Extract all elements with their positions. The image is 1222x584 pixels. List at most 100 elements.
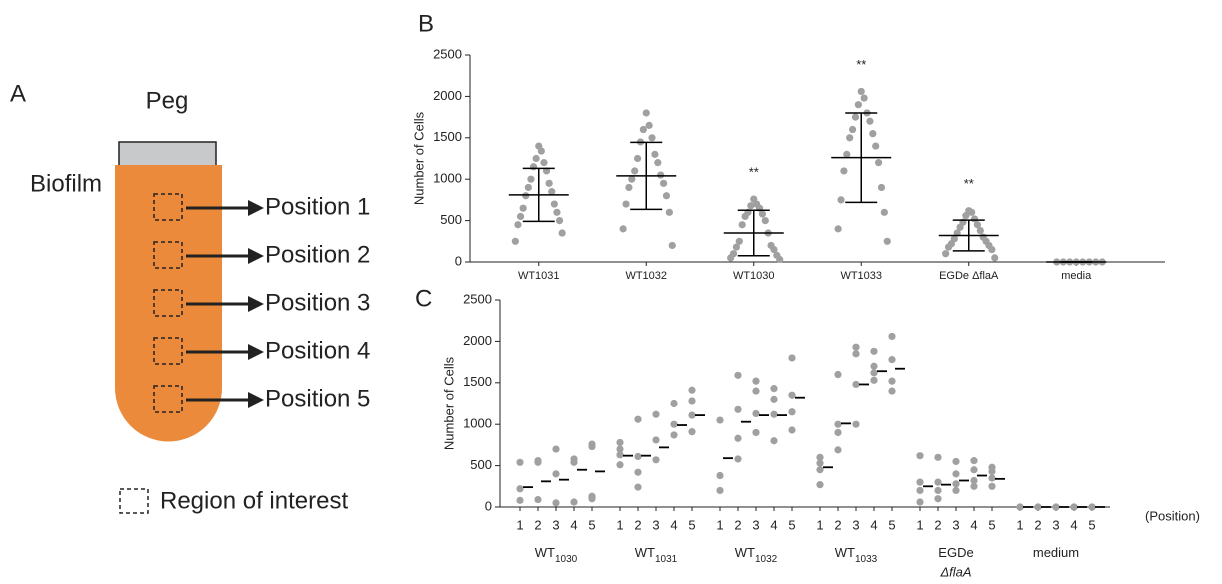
point [834, 370, 842, 379]
point [548, 188, 556, 196]
point [834, 428, 842, 437]
point [976, 226, 984, 235]
point [537, 147, 545, 155]
point [770, 410, 778, 418]
arrow-head [248, 248, 264, 264]
x-tick-label: 3 [1052, 517, 1059, 532]
point [534, 495, 542, 504]
x-tick-label: WT1031 [518, 270, 560, 282]
point [752, 428, 760, 437]
point [616, 438, 624, 447]
point [1052, 503, 1060, 511]
point [668, 241, 676, 250]
y-tick-label: 500 [440, 212, 462, 227]
region-box [153, 193, 183, 221]
point [625, 183, 633, 192]
point [888, 377, 896, 385]
point [628, 175, 636, 183]
point [516, 458, 524, 466]
point [852, 350, 860, 358]
point [952, 486, 960, 495]
point [552, 445, 560, 453]
point [634, 483, 642, 491]
point [648, 134, 656, 142]
point [988, 245, 996, 254]
point [870, 369, 878, 377]
x-tick-label: 2 [534, 517, 541, 532]
point [852, 420, 860, 428]
point [735, 237, 743, 245]
point [522, 192, 530, 200]
point [934, 486, 942, 495]
x-tick-label: 5 [588, 517, 595, 532]
x-tick-label: 1 [816, 517, 823, 532]
group-name: medium [1033, 545, 1079, 560]
point [616, 451, 624, 459]
point [654, 159, 662, 167]
point [516, 496, 524, 504]
group-subscript: 1032 [755, 554, 778, 565]
point [732, 243, 741, 251]
point [837, 196, 845, 204]
point [970, 476, 978, 485]
point [776, 255, 784, 264]
y-tick-label: 2000 [463, 333, 492, 348]
point [1016, 503, 1024, 511]
x-tick-label: 1 [916, 517, 923, 532]
point [550, 200, 558, 208]
point [552, 499, 560, 507]
region-box [153, 289, 183, 317]
point [616, 461, 624, 469]
point [888, 356, 896, 364]
point [519, 204, 527, 212]
x-tick-label: 3 [652, 517, 659, 532]
point [716, 486, 724, 495]
point [741, 212, 749, 221]
y-tick-label: 0 [455, 253, 462, 268]
x-tick-label: 3 [952, 517, 959, 532]
point [633, 154, 642, 163]
biofilm-label: Biofilm [30, 170, 102, 197]
point [527, 175, 535, 183]
y-tick-label: 0 [485, 498, 492, 513]
point [952, 480, 960, 488]
point [552, 470, 560, 478]
region-box [153, 241, 183, 269]
point [524, 183, 532, 192]
point [846, 134, 854, 142]
point [761, 217, 769, 225]
point [973, 221, 982, 229]
point [988, 467, 996, 475]
point [511, 237, 519, 245]
x-tick-label: 4 [670, 517, 677, 532]
point [570, 498, 578, 506]
x-tick-label: 1 [1016, 517, 1023, 532]
point [916, 498, 924, 506]
significance: ** [856, 57, 866, 72]
y-tick-label: 500 [470, 457, 492, 472]
point [1070, 503, 1078, 511]
point [788, 391, 796, 399]
point [851, 113, 860, 121]
peg-label: Peg [146, 87, 189, 114]
group-subscript: 1031 [655, 554, 678, 565]
point [834, 420, 842, 428]
point [734, 434, 742, 442]
point [734, 455, 742, 463]
point [788, 426, 796, 434]
point [516, 212, 525, 221]
x-tick-label: 5 [988, 517, 995, 532]
point [516, 485, 524, 493]
position-label: Position 2 [265, 241, 370, 268]
x-tick-label: 3 [852, 517, 859, 532]
point [645, 121, 653, 129]
y-tick-label: 1500 [433, 129, 462, 144]
group-label: WT1033 [835, 545, 878, 564]
group-subscript: 1033 [855, 554, 878, 565]
point [752, 387, 760, 395]
point [770, 395, 778, 403]
group-label: WT1030 [535, 545, 578, 564]
point [834, 446, 842, 454]
point [916, 486, 924, 495]
